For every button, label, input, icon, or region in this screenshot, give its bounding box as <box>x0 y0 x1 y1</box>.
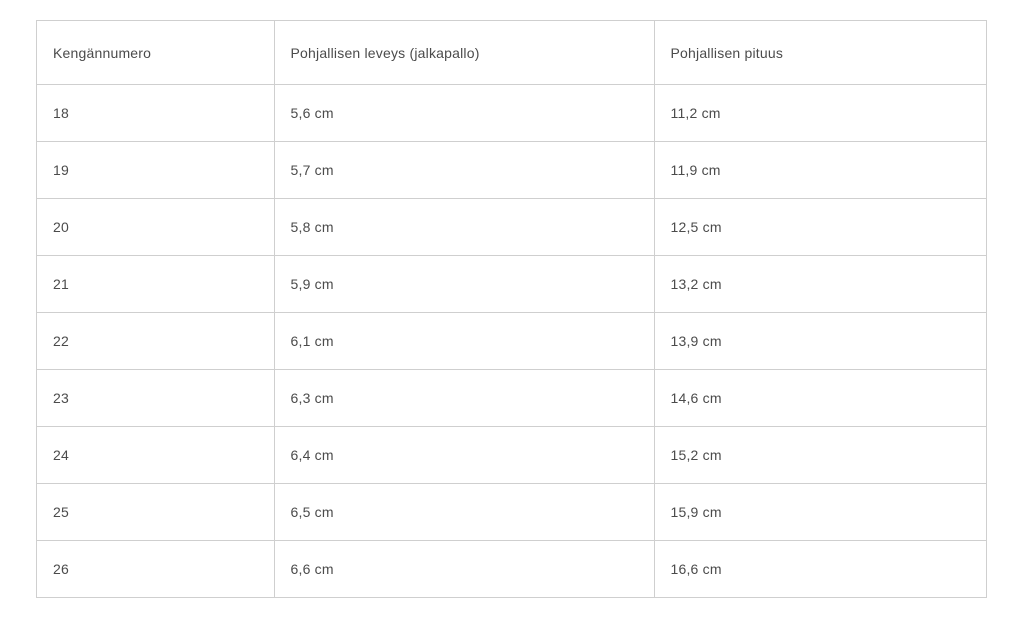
cell-insole-length: 11,9 cm <box>654 142 987 199</box>
cell-insole-width: 5,6 cm <box>274 85 654 142</box>
cell-insole-width: 6,6 cm <box>274 541 654 598</box>
cell-insole-length: 13,2 cm <box>654 256 987 313</box>
column-header-shoe-size: Kengännumero <box>37 21 275 85</box>
cell-shoe-size: 22 <box>37 313 275 370</box>
cell-shoe-size: 19 <box>37 142 275 199</box>
shoe-size-table: Kengännumero Pohjallisen leveys (jalkapa… <box>36 20 987 598</box>
table-header-row: Kengännumero Pohjallisen leveys (jalkapa… <box>37 21 987 85</box>
cell-shoe-size: 25 <box>37 484 275 541</box>
cell-insole-width: 6,4 cm <box>274 427 654 484</box>
cell-insole-length: 15,2 cm <box>654 427 987 484</box>
table-row: 26 6,6 cm 16,6 cm <box>37 541 987 598</box>
cell-shoe-size: 24 <box>37 427 275 484</box>
table-body: 18 5,6 cm 11,2 cm 19 5,7 cm 11,9 cm 20 5… <box>37 85 987 598</box>
cell-insole-length: 12,5 cm <box>654 199 987 256</box>
cell-insole-length: 16,6 cm <box>654 541 987 598</box>
cell-insole-width: 6,5 cm <box>274 484 654 541</box>
cell-insole-width: 5,9 cm <box>274 256 654 313</box>
table-row: 19 5,7 cm 11,9 cm <box>37 142 987 199</box>
table-row: 22 6,1 cm 13,9 cm <box>37 313 987 370</box>
cell-insole-length: 14,6 cm <box>654 370 987 427</box>
cell-insole-length: 15,9 cm <box>654 484 987 541</box>
cell-insole-width: 5,8 cm <box>274 199 654 256</box>
cell-shoe-size: 18 <box>37 85 275 142</box>
cell-shoe-size: 23 <box>37 370 275 427</box>
cell-shoe-size: 26 <box>37 541 275 598</box>
column-header-insole-length: Pohjallisen pituus <box>654 21 987 85</box>
cell-shoe-size: 21 <box>37 256 275 313</box>
cell-insole-width: 6,3 cm <box>274 370 654 427</box>
cell-insole-width: 6,1 cm <box>274 313 654 370</box>
table-row: 21 5,9 cm 13,2 cm <box>37 256 987 313</box>
cell-insole-length: 13,9 cm <box>654 313 987 370</box>
table-row: 23 6,3 cm 14,6 cm <box>37 370 987 427</box>
table-row: 18 5,6 cm 11,2 cm <box>37 85 987 142</box>
column-header-insole-width: Pohjallisen leveys (jalkapallo) <box>274 21 654 85</box>
cell-insole-width: 5,7 cm <box>274 142 654 199</box>
table-row: 25 6,5 cm 15,9 cm <box>37 484 987 541</box>
table-row: 24 6,4 cm 15,2 cm <box>37 427 987 484</box>
cell-shoe-size: 20 <box>37 199 275 256</box>
cell-insole-length: 11,2 cm <box>654 85 987 142</box>
table-row: 20 5,8 cm 12,5 cm <box>37 199 987 256</box>
